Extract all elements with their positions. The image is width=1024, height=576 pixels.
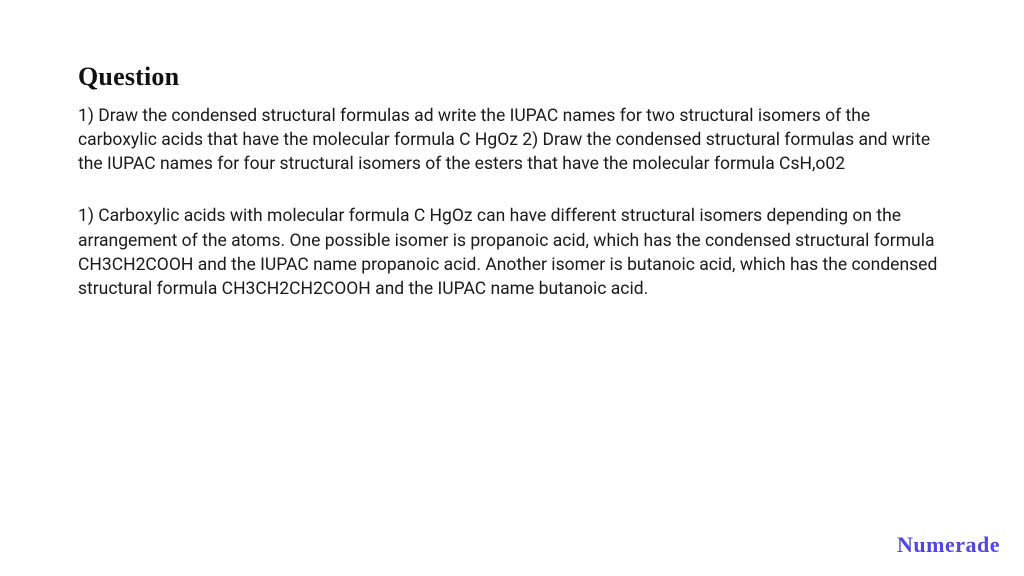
content-area: Question 1) Draw the condensed structura… [0,0,1024,301]
question-heading: Question [78,62,946,92]
question-answer: 1) Carboxylic acids with molecular formu… [78,204,946,301]
question-prompt: 1) Draw the condensed structural formula… [78,104,946,176]
brand-logo: Numerade [897,532,1000,558]
